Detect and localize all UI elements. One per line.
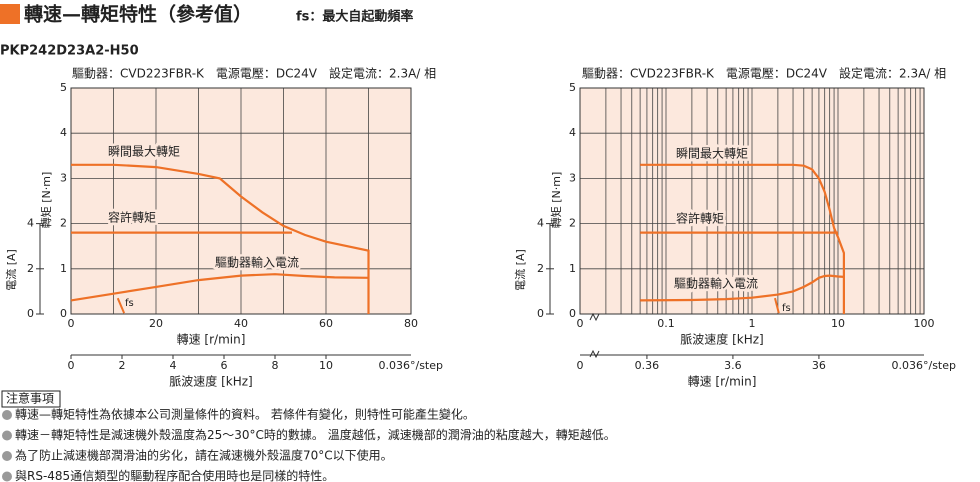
x-tick-label: 10 [831, 317, 845, 330]
note-item: 轉速—轉矩特性為依據本公司測量條件的資料。 若條件有變化，則特性可能產生變化。 [15, 407, 475, 422]
y-tick-label: 5 [569, 81, 576, 94]
axis-break [589, 349, 600, 359]
series-label: 瞬間最大轉矩 [676, 147, 748, 161]
y-tick-label: 2 [569, 217, 576, 230]
x2-tick-label: 0 [68, 359, 75, 372]
x-tick-label: 80 [404, 317, 418, 330]
x-tick-label: 20 [149, 317, 163, 330]
x2-axis-label: 轉速 [r/min] [688, 375, 757, 389]
series-label: 容許轉矩 [676, 211, 724, 226]
series-label: 驅動器輸入電流 [215, 255, 299, 270]
x-tick-label: 100 [914, 317, 935, 330]
y-tick-label: 1 [60, 262, 67, 275]
x-tick-label: 40 [234, 317, 248, 330]
y-tick-label: 4 [569, 126, 576, 139]
x2-tick-label: 6 [221, 359, 228, 372]
series-line [71, 163, 370, 314]
x-tick-label: 60 [319, 317, 333, 330]
subtitle: fs：最大自起動頻率 [296, 9, 413, 25]
y2-tick-label: 4 [537, 217, 544, 230]
x2-tick-label: 8 [272, 359, 279, 372]
fs-label: fs [125, 298, 134, 309]
plot-border [70, 87, 412, 315]
chart-info: 驅動器：CVD223FBR-K 電源電壓：DC24V 設定電流：2.3A/ 相 [72, 66, 436, 81]
y-tick-label: 5 [60, 81, 67, 94]
series-label: 容許轉矩 [108, 210, 156, 225]
fs-marker [116, 297, 126, 314]
y2-tick-label: 0 [537, 307, 544, 320]
x2-tick-label: 4 [170, 359, 177, 372]
y2-axis-label: 電流 [A] [4, 249, 18, 291]
x2-note: 0.036°/step [379, 359, 444, 372]
x-origin-label: 0 [577, 317, 584, 330]
y-tick-label: 4 [60, 126, 67, 139]
y2-tick-label: 2 [27, 262, 34, 275]
chart-info: 驅動器：CVD223FBR-K 電源電壓：DC24V 設定電流：2.3A/ 相 [582, 66, 946, 81]
y-tick-label: 0 [60, 307, 67, 320]
y-tick-label: 3 [60, 171, 67, 184]
x2-tick-label: 0.36 [635, 359, 660, 372]
title: 轉速—轉矩特性（參考值） [24, 3, 252, 26]
y2-tick-label: 4 [27, 217, 34, 230]
series-label: 瞬間最大轉矩 [108, 145, 180, 159]
y-tick-label: 3 [569, 171, 576, 184]
x2-tick-label: 2 [119, 359, 126, 372]
fs-label: fs [782, 303, 791, 314]
series-line [640, 274, 844, 302]
note-item: 與RS-485通信類型的驅動程序配合使用時也是同樣的特性。 [15, 468, 334, 482]
x2-axis-label: 脈波速度 [kHz] [169, 374, 252, 389]
title-marker [0, 4, 20, 24]
fs-marker [774, 297, 780, 314]
bullet [2, 430, 12, 441]
series-label: 驅動器輸入電流 [674, 276, 758, 291]
x-tick-label: 0.1 [657, 317, 675, 330]
series-line [640, 163, 845, 314]
x-axis-label: 脈波速度 [kHz] [680, 332, 763, 347]
y-axis-label: 轉矩 [N·m] [550, 172, 563, 229]
x2-tick-label: 3.6 [724, 359, 742, 372]
bullet [2, 471, 12, 482]
x-tick-label: 0 [68, 317, 75, 330]
axis-break [589, 312, 600, 322]
y2-tick-label: 0 [27, 307, 34, 320]
y2-axis-label: 電流 [A] [513, 249, 527, 291]
x-axis-label: 轉速 [r/min] [177, 333, 246, 347]
note-item: 轉速－轉矩特性是減速機外殼溫度為25〜30°C時的數據。 溫度越低，減速機部的潤… [15, 427, 616, 442]
note-item: 為了防止減速機部潤滑油的劣化，請在減速機外殼溫度70°C以下使用。 [15, 448, 393, 463]
x-tick-label: 1 [749, 317, 756, 330]
series-line [70, 273, 369, 302]
x2-note: 0.036°/step [892, 359, 957, 372]
y-axis-label: 轉矩 [N·m] [40, 172, 53, 229]
y-tick-label: 1 [569, 262, 576, 275]
plot-border [579, 87, 925, 315]
y2-tick-label: 2 [537, 262, 544, 275]
x2-tick-label: 36 [812, 359, 826, 372]
bullet [2, 410, 12, 420]
bullet [2, 451, 12, 461]
notes-box [1, 390, 61, 408]
y-tick-label: 0 [569, 307, 576, 320]
model: PKP242D23A2-H50 [0, 44, 139, 59]
x2-tick-label: 10 [319, 359, 333, 372]
y-tick-label: 2 [60, 217, 67, 230]
notes-title: 注意事項 [6, 391, 54, 406]
x2-origin-label: 0 [577, 359, 584, 372]
